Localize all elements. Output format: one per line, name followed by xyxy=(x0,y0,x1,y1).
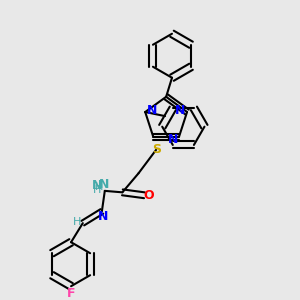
Text: O: O xyxy=(143,189,154,202)
Text: N: N xyxy=(92,179,103,192)
Text: F: F xyxy=(67,287,75,300)
Text: H: H xyxy=(93,185,102,195)
Text: N: N xyxy=(99,178,110,191)
Text: N: N xyxy=(147,104,158,117)
Text: N: N xyxy=(168,133,178,146)
Text: N: N xyxy=(98,210,109,223)
Text: S: S xyxy=(152,143,160,156)
Text: H: H xyxy=(95,182,104,192)
Text: H: H xyxy=(73,217,81,227)
Text: N: N xyxy=(175,104,185,117)
